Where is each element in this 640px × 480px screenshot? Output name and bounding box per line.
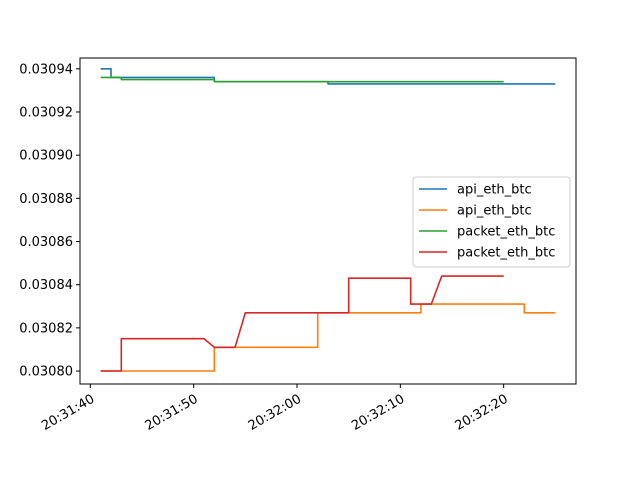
legend: api_eth_btcapi_eth_btcpacket_eth_btcpack… xyxy=(412,176,571,268)
y-axis: 0.03080 0.03082 0.03084 0.03086 0.03088 0.030… xyxy=(19,62,80,380)
series-line-4 xyxy=(100,275,504,372)
x-tick-label: 20:31:40 xyxy=(39,392,97,434)
y-tick-label: 0.03090 xyxy=(19,149,73,164)
series-line-3 xyxy=(100,76,504,83)
legend-label-2: api_eth_btc xyxy=(457,204,532,219)
y-tick-label: 0.03086 xyxy=(19,235,73,250)
legend-label-4: packet_eth_btc xyxy=(457,246,555,261)
plot-area-frame xyxy=(79,57,577,385)
x-axis: 20:31:40 20:31:50 20:32:00 20:32:10 20:32:20 xyxy=(39,384,511,434)
y-tick-label: 0.03088 xyxy=(19,192,73,207)
legend-label-3: packet_eth_btc xyxy=(457,225,555,240)
x-tick-label: 20:32:10 xyxy=(349,392,407,434)
y-tick-label: 0.03094 xyxy=(19,62,73,77)
x-tick-label: 20:32:00 xyxy=(246,392,304,434)
legend-box xyxy=(412,176,571,268)
y-tick-label: 0.03082 xyxy=(19,321,73,336)
series-line-2 xyxy=(100,303,556,372)
y-tick-label: 0.03092 xyxy=(19,105,73,120)
y-tick-label: 0.03084 xyxy=(19,278,73,293)
y-tick-label: 0.03080 xyxy=(19,365,73,380)
legend-label-1: api_eth_btc xyxy=(457,183,532,198)
x-tick-label: 20:32:20 xyxy=(453,392,511,434)
series-lines xyxy=(100,68,556,372)
x-tick-label: 20:31:50 xyxy=(143,392,201,434)
